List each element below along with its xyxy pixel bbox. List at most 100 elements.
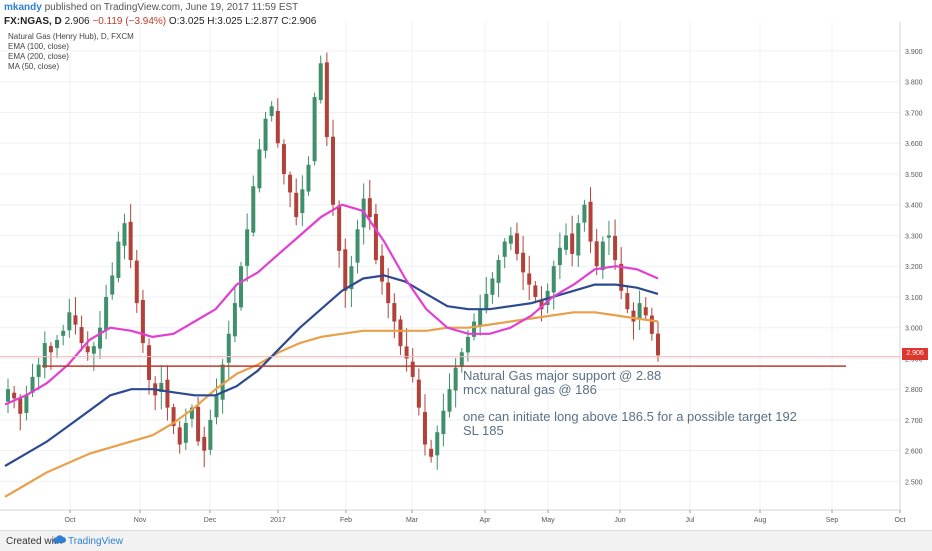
x-tick-label: May <box>541 517 555 524</box>
x-tick-label: Dec <box>204 517 217 524</box>
y-tick-label: 3.900 <box>905 49 923 56</box>
candle-body <box>306 164 311 192</box>
candle-body <box>343 249 348 291</box>
x-tick-label: Aug <box>754 517 767 524</box>
candle-body <box>631 310 636 322</box>
candle-body <box>656 333 660 356</box>
candle-body <box>564 235 569 250</box>
price-change: −0.119 (−3.94%) <box>92 16 167 27</box>
candle-body <box>410 361 415 377</box>
publish-info: published on TradingView.com, June 19, 2… <box>44 2 299 13</box>
x-tick-label: Mar <box>406 517 419 524</box>
ma50-line <box>4 203 659 406</box>
tradingview-link[interactable]: TradingView <box>68 536 124 547</box>
x-tick-label: Apr <box>480 517 492 524</box>
candle-body <box>183 422 188 443</box>
indicator-lines <box>4 203 659 498</box>
legend-ma50[interactable]: MA (50, close) <box>8 62 60 71</box>
legend-ema100[interactable]: EMA (100, close) <box>8 42 69 51</box>
candle-body <box>502 241 507 257</box>
candle-body <box>257 149 262 189</box>
candle-body <box>116 241 121 278</box>
created-with-label: Created with <box>6 536 63 547</box>
last-price: 2.906 <box>64 16 90 27</box>
candle-body <box>373 213 378 261</box>
candle-body <box>251 186 256 233</box>
candle-body <box>122 223 127 246</box>
author-name[interactable]: mkandy <box>4 2 42 13</box>
price-chart[interactable]: 3.900 3.800 3.700 3.600 3.500 3.400 3.300 3.200… <box>0 0 932 530</box>
candle-body <box>404 346 409 359</box>
x-tick-label: Jul <box>686 517 695 524</box>
candlestick-series <box>6 52 660 470</box>
candle-body <box>459 352 464 368</box>
candle-body <box>159 383 164 393</box>
x-tick-label: Feb <box>340 517 352 524</box>
price-axis[interactable]: 3.900 3.800 3.700 3.600 3.500 3.400 3.300 3.200… <box>899 22 923 510</box>
candle-body <box>91 346 96 354</box>
y-tick-label: 3.300 <box>905 233 923 240</box>
candle-body <box>582 204 587 223</box>
candle-body <box>508 235 513 244</box>
candle-body <box>472 321 477 337</box>
candle-body <box>429 448 434 457</box>
candle-body <box>189 407 194 419</box>
annotation-line-2: mcx natural gas @ 186 <box>463 382 597 397</box>
candle-body <box>79 327 84 344</box>
legend-title: Natural Gas (Henry Hub), D, FXCM <box>8 32 134 41</box>
y-tick-label: 3.700 <box>905 110 923 117</box>
candle-body <box>281 144 286 174</box>
candle-body <box>496 260 501 283</box>
candle-body <box>312 97 317 162</box>
candle-body <box>600 241 605 271</box>
y-tick-label: 3.000 <box>905 326 923 333</box>
candle-body <box>398 319 403 347</box>
x-tick-label: Jun <box>614 517 625 524</box>
legend-ema200[interactable]: EMA (200, close) <box>8 52 69 61</box>
candle-body <box>619 263 624 291</box>
candle-body <box>55 339 60 348</box>
candle-body <box>318 63 323 101</box>
candle-body <box>134 260 139 304</box>
candle-body <box>214 395 219 418</box>
candle-body <box>263 118 268 151</box>
candle-body <box>177 427 182 445</box>
ema200-line <box>4 311 659 498</box>
candle-body <box>355 229 360 263</box>
candle-body <box>104 296 109 331</box>
candle-body <box>557 247 562 266</box>
y-tick-label: 3.600 <box>905 141 923 148</box>
candle-body <box>85 346 90 353</box>
candle-body <box>226 333 231 363</box>
support-line-group <box>0 356 900 367</box>
candle-body <box>171 407 176 427</box>
candle-body <box>447 389 452 412</box>
candle-body <box>441 410 446 435</box>
candle-body <box>245 229 250 266</box>
publish-line: mkandy published on TradingView.com, Jun… <box>4 2 298 13</box>
candle-body <box>380 255 385 282</box>
y-tick-label: 3.800 <box>905 80 923 87</box>
x-tick-label: 2017 <box>270 517 286 524</box>
candle-body <box>196 406 201 442</box>
candle-body <box>12 392 17 399</box>
time-axis[interactable]: Oct Nov Dec 2017 Feb Mar Apr May Jun Jul Aug Sep Oct <box>0 509 905 524</box>
annotation-line-3: one can initiate long above 186.5 for a … <box>463 409 797 424</box>
candle-body <box>24 395 29 413</box>
candle-body <box>478 309 483 326</box>
y-tick-label: 2.800 <box>905 387 923 394</box>
candle-body <box>594 241 599 267</box>
candle-body <box>422 412 427 445</box>
candle-body <box>576 223 581 256</box>
candle-body <box>337 205 342 251</box>
candle-body <box>324 62 329 138</box>
chart-annotation: Natural Gas major support @ 2.88 mcx nat… <box>463 369 797 438</box>
candle-body <box>208 419 213 450</box>
candle-body <box>61 330 66 336</box>
candle-body <box>521 252 526 273</box>
candle-body <box>349 266 354 290</box>
y-tick-label: 2.500 <box>905 479 923 486</box>
candle-body <box>331 136 335 205</box>
candle-body <box>588 201 593 242</box>
ohlc-values: O:3.025 H:3.025 L:2.877 C:2.906 <box>168 16 317 27</box>
